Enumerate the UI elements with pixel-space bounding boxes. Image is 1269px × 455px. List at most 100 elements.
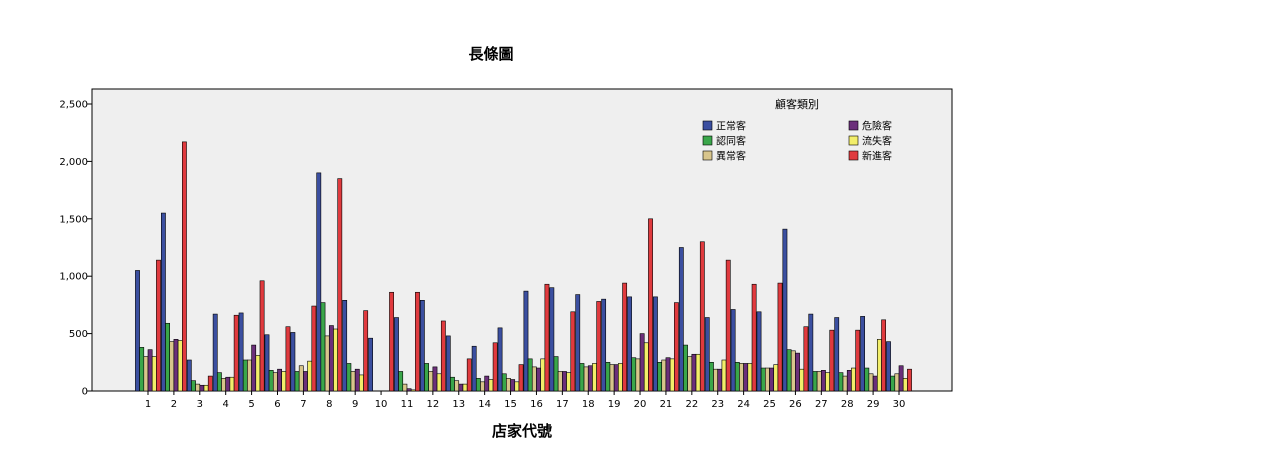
bar-11-3	[402, 383, 408, 392]
bar-23-2	[709, 361, 714, 392]
bar-1-3	[143, 356, 149, 392]
bar-1-5	[151, 356, 157, 392]
y-tick-label: 2,500	[59, 100, 88, 111]
bars-group	[135, 141, 912, 392]
x-tick-label: 26	[789, 399, 802, 410]
bar-11-1	[394, 317, 399, 392]
bar-22-1	[678, 247, 684, 392]
bar-4-6	[233, 314, 239, 392]
bar-13-4	[458, 383, 464, 392]
x-tick-label: 7	[300, 399, 306, 410]
bar-7-4	[303, 371, 308, 392]
bar-25-1	[756, 311, 762, 392]
bar-18-4	[587, 365, 593, 392]
bar-11-6	[415, 291, 420, 392]
bar-22-5	[695, 353, 701, 392]
bar-22-6	[699, 241, 705, 392]
x-tick-label: 10	[375, 399, 388, 410]
bar-30-3	[894, 373, 900, 392]
bar-21-5	[669, 358, 675, 392]
bar-24-3	[739, 363, 744, 392]
bar-20-6	[648, 218, 653, 392]
bar-24-4	[743, 363, 749, 392]
bar-1-2	[139, 347, 145, 392]
bar-25-4	[769, 367, 775, 392]
bar-5-2	[242, 359, 248, 392]
bar-17-3	[557, 371, 563, 392]
bar-30-4	[898, 365, 904, 392]
bar-24-1	[730, 309, 736, 392]
bar-19-5	[618, 363, 623, 392]
bar-7-2	[294, 371, 300, 392]
bar-4-5	[229, 376, 235, 392]
bar-26-4	[795, 352, 800, 392]
x-tick-label: 16	[530, 399, 543, 410]
y-tick-label: 1,000	[59, 272, 88, 283]
bar-13-5	[462, 383, 468, 392]
bar-29-3	[868, 373, 874, 392]
x-tick-label: 17	[556, 399, 569, 410]
legend-swatch	[702, 120, 713, 131]
y-tick-label: 2,000	[59, 157, 88, 168]
bar-16-4	[536, 367, 541, 392]
bar-24-2	[734, 361, 740, 392]
x-tick-label: 3	[197, 399, 203, 410]
bar-6-3	[272, 372, 278, 392]
bar-6-4	[277, 368, 282, 392]
bar-20-3	[635, 358, 641, 392]
y-tick-label: 1,500	[59, 214, 88, 225]
legend-label: 新進客	[862, 150, 892, 163]
bar-5-6	[259, 280, 265, 392]
bar-24-5	[747, 363, 753, 392]
bar-20-2	[631, 357, 637, 392]
x-tick-label: 6	[274, 399, 280, 410]
bar-18-5	[592, 363, 597, 392]
bar-17-2	[553, 356, 559, 392]
bar-21-6	[674, 302, 679, 392]
bar-27-4	[821, 370, 826, 392]
bar-25-2	[760, 367, 766, 392]
bar-29-5	[876, 339, 882, 392]
x-tick-label: 5	[248, 399, 254, 410]
bar-20-5	[643, 342, 649, 392]
x-tick-label: 19	[608, 399, 621, 410]
bar-16-6	[544, 283, 550, 392]
bar-9-3	[350, 371, 356, 392]
bar-18-3	[583, 366, 589, 392]
bar-30-5	[902, 378, 908, 392]
bar-8-4	[328, 325, 334, 392]
bar-29-2	[864, 367, 870, 392]
x-tick-label: 15	[504, 399, 517, 410]
bar-17-1	[549, 287, 555, 392]
bar-8-1	[316, 172, 322, 392]
bar-18-1	[575, 294, 581, 392]
x-tick-label: 8	[326, 399, 332, 410]
bar-2-6	[182, 141, 187, 392]
x-tick-label: 4	[223, 399, 229, 410]
x-tick-label: 2	[171, 399, 177, 410]
bar-27-1	[808, 313, 814, 392]
bar-11-2	[398, 371, 404, 392]
x-tick-label: 25	[763, 399, 776, 410]
bar-4-3	[221, 378, 226, 392]
bar-19-4	[613, 364, 619, 392]
x-tick-label: 23	[711, 399, 724, 410]
bar-14-5	[488, 379, 494, 392]
legend-label: 危險客	[862, 120, 892, 133]
bar-8-5	[333, 328, 338, 392]
x-tick-label: 27	[815, 399, 828, 410]
bar-1-1	[135, 270, 140, 392]
bar-12-1	[419, 300, 425, 392]
x-tick-label: 14	[478, 399, 491, 410]
bar-25-5	[773, 364, 779, 392]
x-tick-label: 20	[634, 399, 647, 410]
bar-22-3	[687, 356, 693, 392]
bar-28-1	[834, 317, 840, 392]
bar-12-4	[432, 366, 438, 392]
bar-11-4	[406, 388, 412, 392]
bar-3-2	[191, 380, 196, 392]
bar-8-2	[320, 302, 326, 392]
x-tick-label: 22	[685, 399, 698, 410]
plot-area	[91, 88, 953, 392]
x-tick-label: 18	[582, 399, 595, 410]
